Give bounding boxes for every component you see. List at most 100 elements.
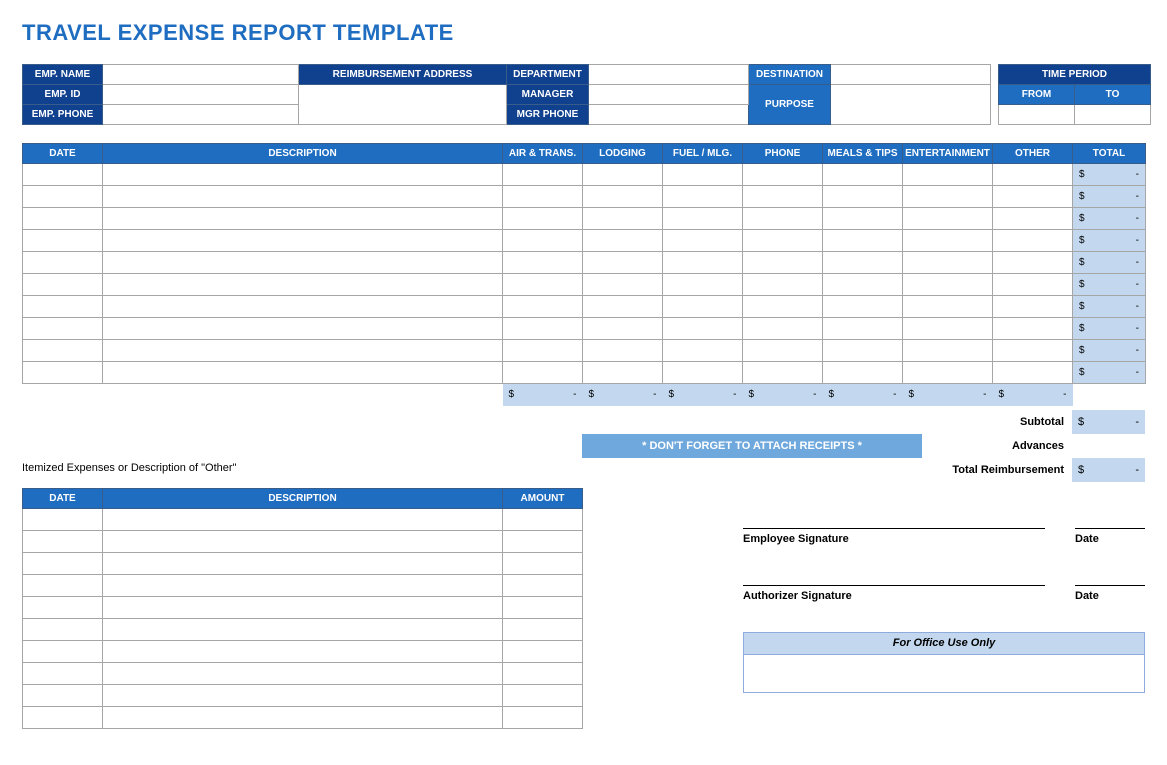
expense-cell[interactable] xyxy=(823,340,903,362)
itemized-cell[interactable] xyxy=(23,640,103,662)
expense-cell[interactable] xyxy=(663,230,743,252)
itemized-cell[interactable] xyxy=(503,552,583,574)
expense-cell[interactable] xyxy=(23,252,103,274)
expense-cell[interactable] xyxy=(993,164,1073,186)
expense-cell[interactable] xyxy=(583,252,663,274)
itemized-cell[interactable] xyxy=(23,530,103,552)
expense-cell[interactable] xyxy=(103,164,503,186)
expense-cell[interactable] xyxy=(663,208,743,230)
expense-cell[interactable] xyxy=(903,318,993,340)
expense-cell[interactable] xyxy=(993,362,1073,384)
expense-cell[interactable] xyxy=(503,362,583,384)
expense-cell[interactable] xyxy=(993,296,1073,318)
expense-cell[interactable] xyxy=(903,208,993,230)
itemized-cell[interactable] xyxy=(503,662,583,684)
employee-signature-line[interactable]: Employee Signature xyxy=(743,528,1045,545)
expense-cell[interactable] xyxy=(103,362,503,384)
expense-cell[interactable] xyxy=(823,296,903,318)
expense-cell[interactable] xyxy=(103,252,503,274)
expense-cell[interactable] xyxy=(663,164,743,186)
expense-cell[interactable] xyxy=(23,230,103,252)
expense-cell[interactable] xyxy=(103,230,503,252)
emp-id-field[interactable] xyxy=(103,85,299,105)
destination-field[interactable] xyxy=(831,65,991,85)
expense-cell[interactable] xyxy=(23,296,103,318)
emp-phone-field[interactable] xyxy=(103,105,299,125)
expense-cell[interactable] xyxy=(743,208,823,230)
expense-cell[interactable] xyxy=(903,186,993,208)
expense-cell[interactable] xyxy=(903,230,993,252)
employee-sig-date[interactable]: Date xyxy=(1075,528,1145,545)
expense-cell[interactable] xyxy=(583,274,663,296)
expense-cell[interactable] xyxy=(583,164,663,186)
expense-cell[interactable] xyxy=(823,274,903,296)
reimb-addr-field[interactable] xyxy=(299,85,507,125)
expense-cell[interactable] xyxy=(663,186,743,208)
expense-cell[interactable] xyxy=(823,164,903,186)
expense-cell[interactable] xyxy=(503,230,583,252)
itemized-cell[interactable] xyxy=(103,684,503,706)
expense-cell[interactable] xyxy=(993,186,1073,208)
itemized-cell[interactable] xyxy=(503,618,583,640)
expense-cell[interactable] xyxy=(993,252,1073,274)
expense-cell[interactable] xyxy=(743,274,823,296)
manager-field[interactable] xyxy=(589,85,749,105)
expense-cell[interactable] xyxy=(823,252,903,274)
expense-cell[interactable] xyxy=(993,208,1073,230)
expense-cell[interactable] xyxy=(663,340,743,362)
itemized-cell[interactable] xyxy=(23,508,103,530)
itemized-cell[interactable] xyxy=(503,684,583,706)
expense-cell[interactable] xyxy=(823,230,903,252)
itemized-cell[interactable] xyxy=(23,552,103,574)
expense-cell[interactable] xyxy=(903,362,993,384)
expense-cell[interactable] xyxy=(23,340,103,362)
itemized-cell[interactable] xyxy=(23,574,103,596)
itemized-cell[interactable] xyxy=(103,706,503,728)
office-use-field[interactable] xyxy=(744,654,1145,692)
expense-cell[interactable] xyxy=(23,186,103,208)
expense-cell[interactable] xyxy=(823,208,903,230)
itemized-cell[interactable] xyxy=(103,574,503,596)
itemized-cell[interactable] xyxy=(503,640,583,662)
expense-cell[interactable] xyxy=(583,230,663,252)
expense-cell[interactable] xyxy=(503,296,583,318)
expense-cell[interactable] xyxy=(663,274,743,296)
advances-value[interactable] xyxy=(1072,434,1145,458)
expense-cell[interactable] xyxy=(103,296,503,318)
expense-cell[interactable] xyxy=(903,252,993,274)
itemized-cell[interactable] xyxy=(103,640,503,662)
itemized-cell[interactable] xyxy=(503,706,583,728)
expense-cell[interactable] xyxy=(103,186,503,208)
department-field[interactable] xyxy=(589,65,749,85)
expense-cell[interactable] xyxy=(503,208,583,230)
expense-cell[interactable] xyxy=(103,318,503,340)
itemized-cell[interactable] xyxy=(23,706,103,728)
expense-cell[interactable] xyxy=(583,340,663,362)
expense-cell[interactable] xyxy=(823,362,903,384)
expense-cell[interactable] xyxy=(503,186,583,208)
itemized-cell[interactable] xyxy=(503,574,583,596)
itemized-cell[interactable] xyxy=(23,684,103,706)
itemized-cell[interactable] xyxy=(103,662,503,684)
itemized-cell[interactable] xyxy=(503,596,583,618)
expense-cell[interactable] xyxy=(503,252,583,274)
expense-cell[interactable] xyxy=(663,296,743,318)
expense-cell[interactable] xyxy=(583,318,663,340)
itemized-cell[interactable] xyxy=(103,596,503,618)
expense-cell[interactable] xyxy=(503,274,583,296)
itemized-cell[interactable] xyxy=(103,530,503,552)
expense-cell[interactable] xyxy=(903,164,993,186)
expense-cell[interactable] xyxy=(503,164,583,186)
authorizer-signature-line[interactable]: Authorizer Signature xyxy=(743,585,1045,602)
itemized-cell[interactable] xyxy=(23,618,103,640)
expense-cell[interactable] xyxy=(743,340,823,362)
to-field[interactable] xyxy=(1075,105,1151,125)
from-field[interactable] xyxy=(999,105,1075,125)
itemized-cell[interactable] xyxy=(103,508,503,530)
expense-cell[interactable] xyxy=(503,318,583,340)
expense-cell[interactable] xyxy=(503,340,583,362)
itemized-cell[interactable] xyxy=(23,596,103,618)
expense-cell[interactable] xyxy=(663,318,743,340)
expense-cell[interactable] xyxy=(993,340,1073,362)
expense-cell[interactable] xyxy=(743,318,823,340)
